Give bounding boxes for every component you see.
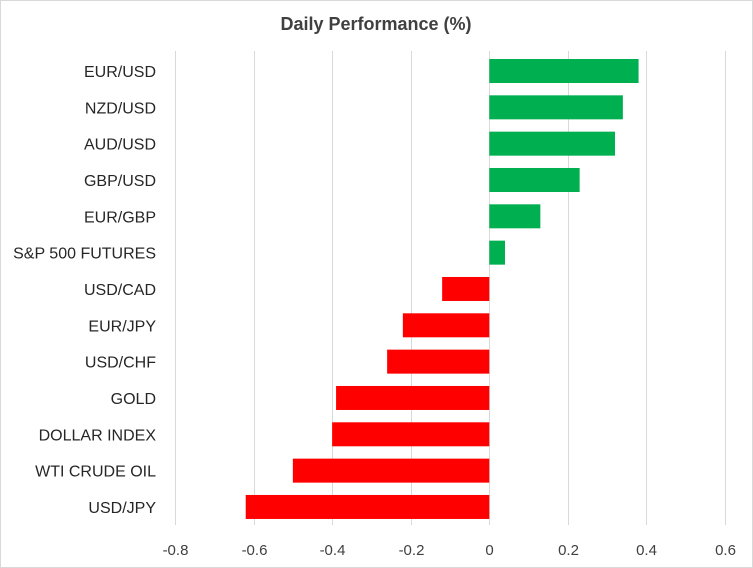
bar-s-p-500-futures	[489, 240, 505, 265]
category-label: USD/CAD	[84, 282, 156, 299]
category-label: GBP/USD	[84, 173, 156, 190]
category-label: DOLLAR INDEX	[39, 427, 157, 444]
bar-gold	[336, 385, 490, 410]
category-label: GOLD	[111, 391, 156, 408]
category-label: NZD/USD	[85, 100, 156, 117]
x-tick-label: -0.4	[320, 542, 346, 559]
bar-usd-chf	[387, 349, 490, 374]
x-tick-label: 0.4	[636, 542, 657, 559]
gridlines	[175, 51, 726, 525]
bar-dollar-index	[332, 422, 490, 447]
x-tick-label: -0.2	[399, 542, 425, 559]
bar-nzd-usd	[489, 95, 623, 120]
chart-title: Daily Performance (%)	[280, 14, 471, 34]
bar-usd-jpy	[245, 494, 490, 519]
x-tick-label: 0	[485, 542, 493, 559]
category-label: EUR/JPY	[88, 318, 156, 335]
category-label: USD/CHF	[85, 355, 156, 372]
category-label: EUR/GBP	[84, 209, 156, 226]
x-tick-label: 0.6	[715, 542, 736, 559]
x-axis-tick-labels: -0.8 -0.6 -0.4 -0.2 0 0.2 0.4 0.6	[163, 542, 736, 559]
category-label: USD/JPY	[88, 500, 156, 517]
bar-gbp-usd	[489, 167, 580, 192]
x-tick-label: 0.2	[558, 542, 579, 559]
bar-eur-jpy	[402, 313, 490, 338]
x-tick-label: -0.8	[163, 542, 189, 559]
category-labels: EUR/USD NZD/USD AUD/USD GBP/USD EUR/GBP S&P 5…	[13, 64, 156, 517]
bar-wti-crude-oil	[292, 458, 490, 483]
bar-eur-gbp	[489, 204, 541, 229]
bar-usd-cad	[442, 276, 490, 301]
category-label: EUR/USD	[84, 64, 156, 81]
category-label: AUD/USD	[84, 137, 156, 154]
bar-eur-usd	[489, 59, 639, 83]
bar-aud-usd	[489, 131, 615, 156]
x-tick-label: -0.6	[242, 542, 268, 559]
bars	[245, 59, 639, 519]
category-label: S&P 500 FUTURES	[13, 246, 156, 263]
category-label: WTI CRUDE OIL	[35, 464, 156, 481]
